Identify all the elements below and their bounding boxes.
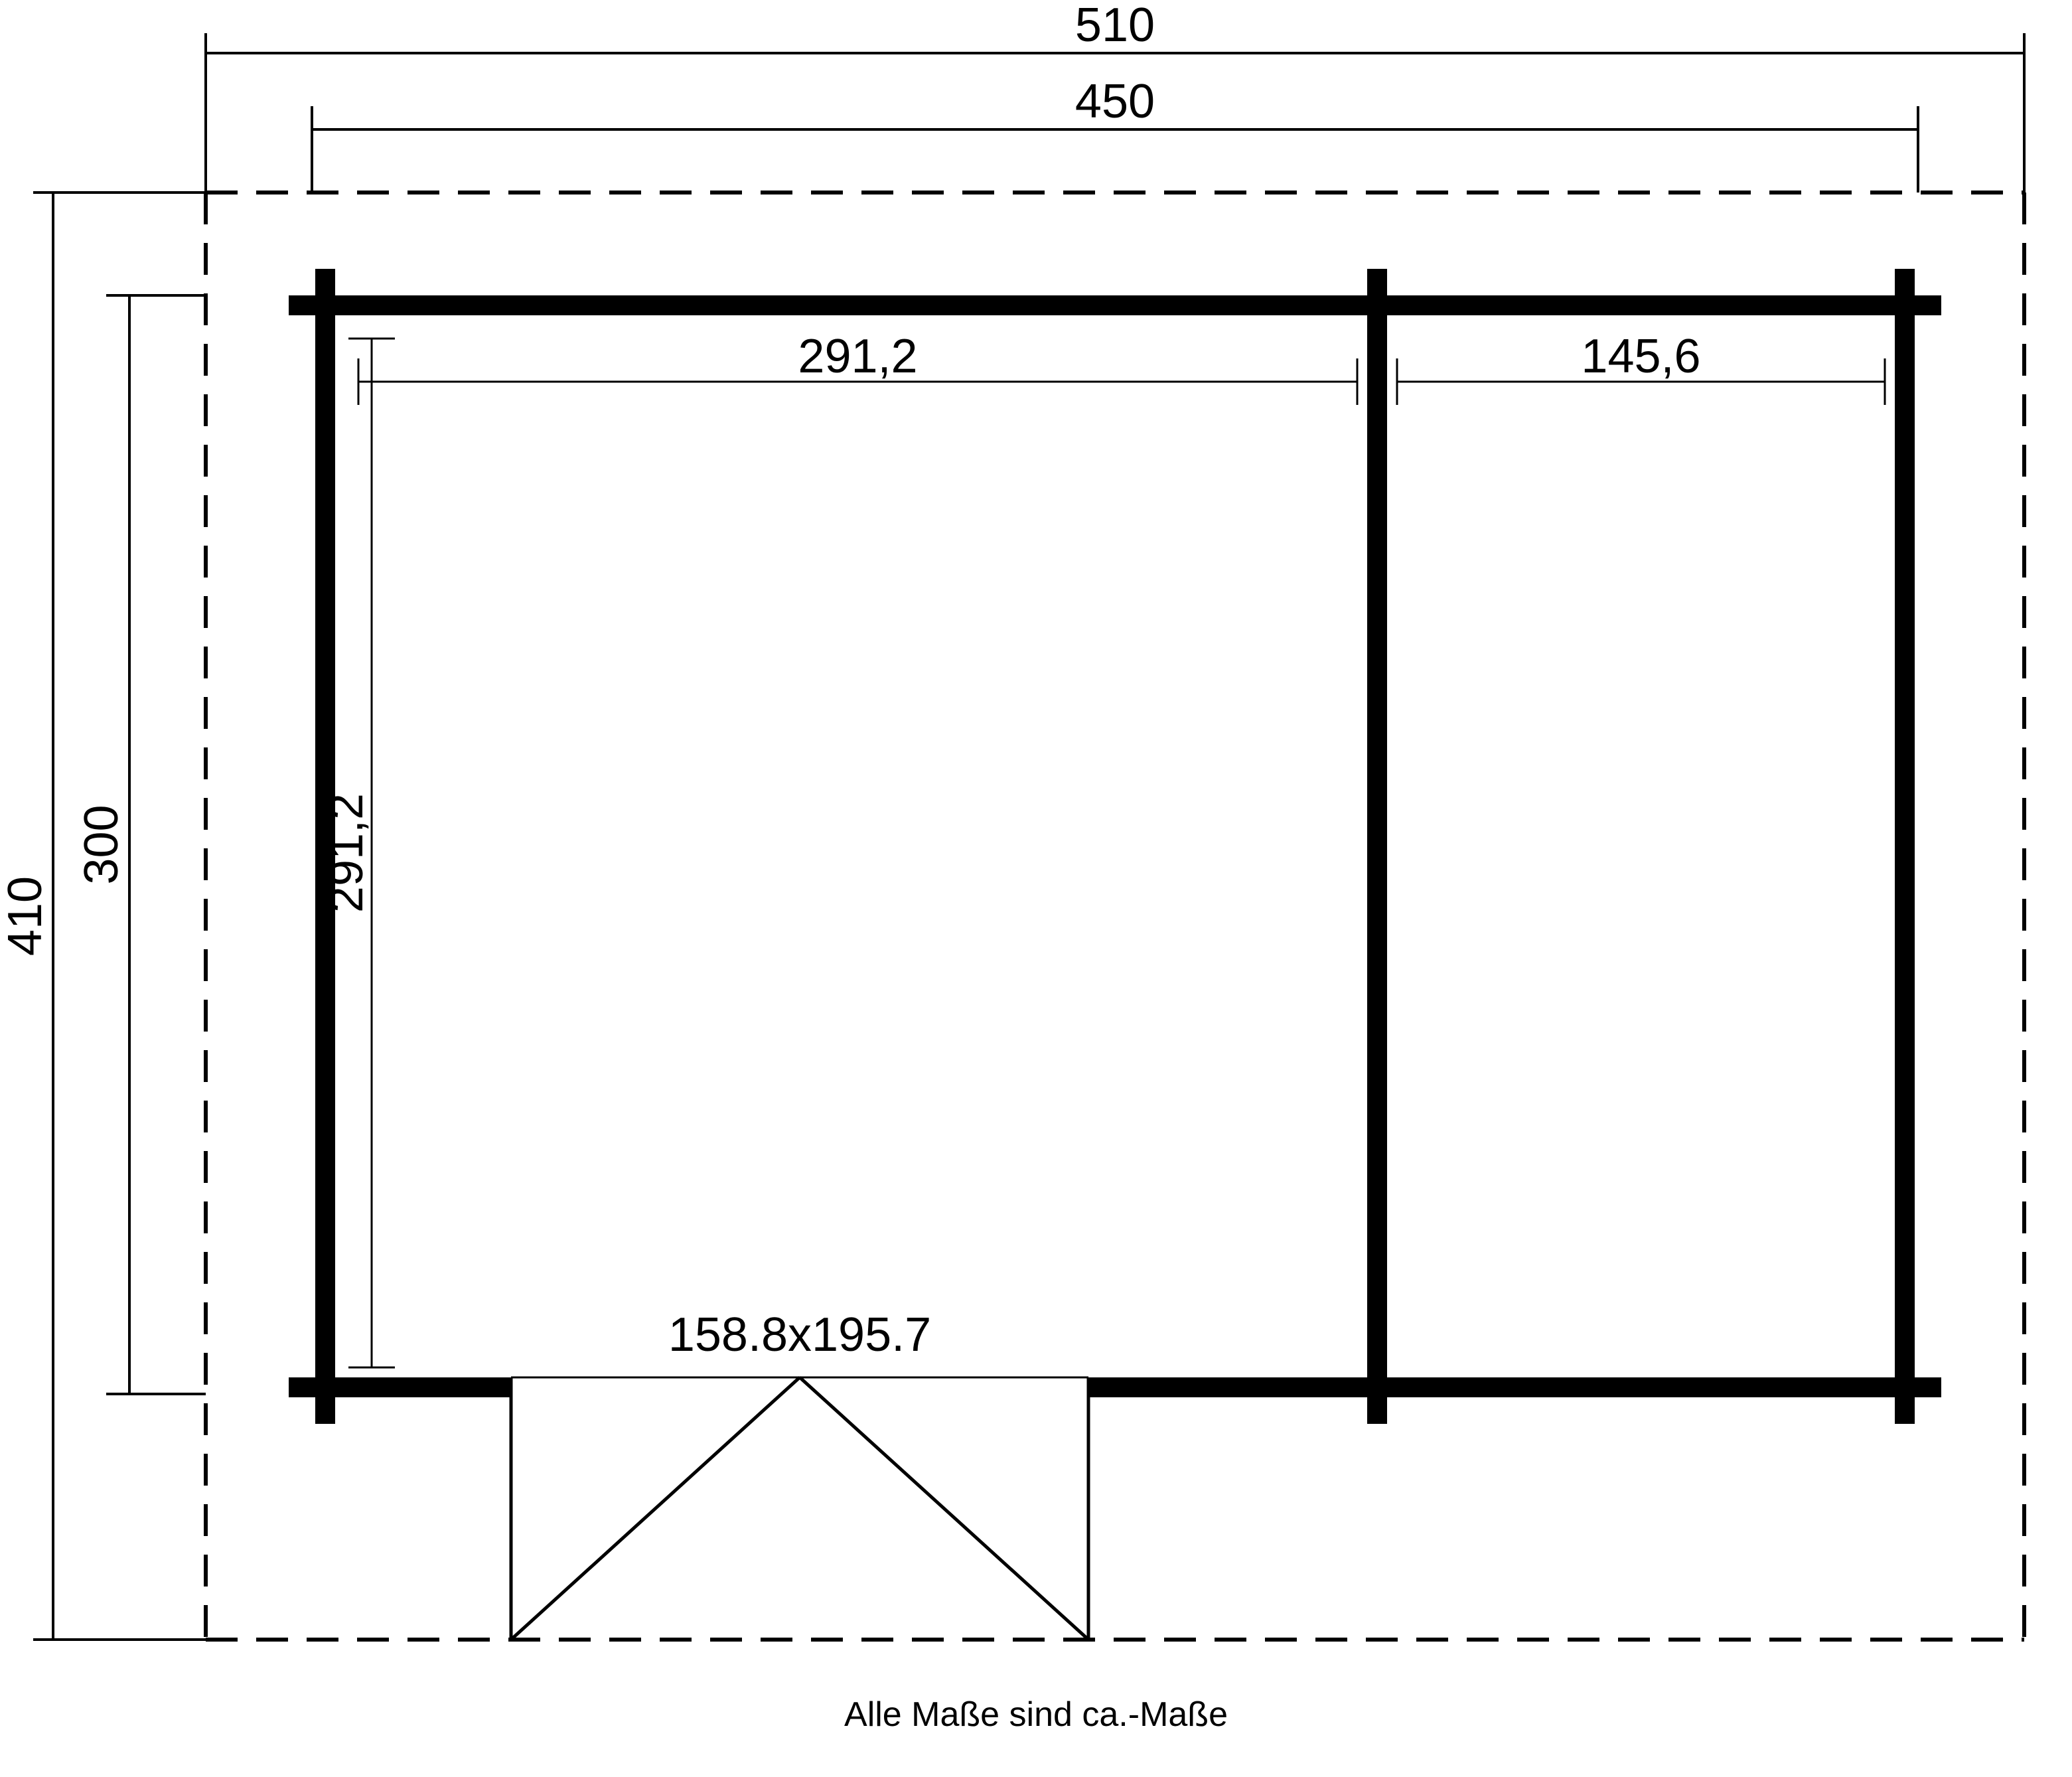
door-leaf-left bbox=[511, 1377, 800, 1640]
dim-outer-left-label: 410 bbox=[0, 876, 52, 956]
dim-room-height-label: 291,2 bbox=[320, 793, 373, 913]
dim-inner-top-label: 450 bbox=[1075, 75, 1155, 128]
door-leaf-right bbox=[800, 1377, 1088, 1640]
footer-note: Alle Maße sind ca.-Maße bbox=[844, 1695, 1228, 1734]
dim-inner-left-label: 300 bbox=[75, 805, 128, 884]
dim-room-left-label: 291,2 bbox=[798, 330, 917, 383]
door-size-label: 158.8x195.7 bbox=[668, 1308, 931, 1361]
dim-outer-top-label: 510 bbox=[1075, 0, 1155, 52]
dim-room-right-label: 145,6 bbox=[1581, 330, 1700, 383]
floorplan-diagram: 510 450 410 300 291,2 145,6 291,2 158.8x195.7 Al… bbox=[0, 0, 2072, 1777]
